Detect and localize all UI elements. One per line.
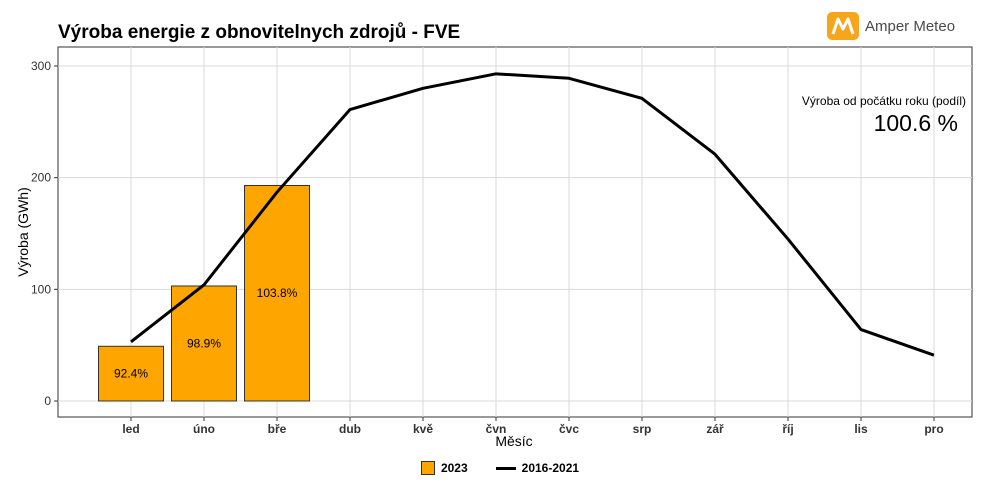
bar-data-labels: 92.4% 98.9% 103.8%	[114, 286, 298, 380]
x-tick-label: srp	[633, 422, 652, 436]
x-tick-label: dub	[339, 422, 361, 436]
x-axis-label: Měsíc	[495, 433, 532, 449]
ytd-share-label: Výroba od počátku roku (podíl)	[801, 94, 966, 108]
legend-item-2016-2021: 2016-2021	[495, 461, 580, 475]
x-tick-label: led	[122, 422, 139, 436]
amper-meteo-logo: Amper Meteo	[827, 12, 955, 40]
line-2016-2021	[130, 72, 935, 357]
y-tick-label: 0	[44, 394, 51, 408]
brand-name: Amper Meteo	[865, 17, 956, 35]
x-tick-label: kvě	[413, 422, 433, 436]
legend-item-2023: 2023	[420, 461, 468, 475]
x-tick-label: úno	[193, 422, 215, 436]
legend: 2023 2016-2021	[0, 461, 1000, 475]
y-tick-label: 300	[31, 59, 51, 73]
bar-2023	[171, 285, 237, 402]
bar-2023	[98, 345, 164, 402]
x-axis-ticks: led úno bře dub kvě čvn čvc srp zář říj lis pro	[122, 422, 943, 436]
x-tick-label: bře	[268, 422, 287, 436]
y-tick-label: 200	[31, 171, 51, 185]
amper-meteo-logo-icon	[827, 12, 859, 40]
x-tick-label: pro	[924, 422, 943, 436]
ytd-share-value: 100.6 %	[873, 110, 958, 136]
x-tick-label: lis	[854, 422, 868, 436]
legend-label-2016-2021: 2016-2021	[521, 461, 580, 475]
y-tick-label: 100	[31, 282, 51, 296]
x-tick-label: čvn	[486, 422, 507, 436]
x-tick-label: říj	[782, 422, 793, 436]
y-axis-ticks: 0 100 200 300	[31, 59, 51, 408]
bar-data-label: 98.9%	[187, 336, 221, 350]
y-axis-label: Výroba (GWh)	[15, 187, 31, 276]
x-tick-label: čvc	[559, 422, 579, 436]
chart-title: Výroba energie z obnovitelnych zdrojů - …	[58, 22, 461, 43]
legend-swatch-line	[495, 466, 516, 470]
legend-label-2023: 2023	[440, 461, 468, 475]
x-tick-label: zář	[706, 422, 724, 436]
legend-swatch-bar	[420, 461, 435, 475]
bar-data-label: 103.8%	[257, 286, 298, 300]
bars-2023	[98, 184, 310, 402]
bar-data-label: 92.4%	[114, 367, 148, 381]
